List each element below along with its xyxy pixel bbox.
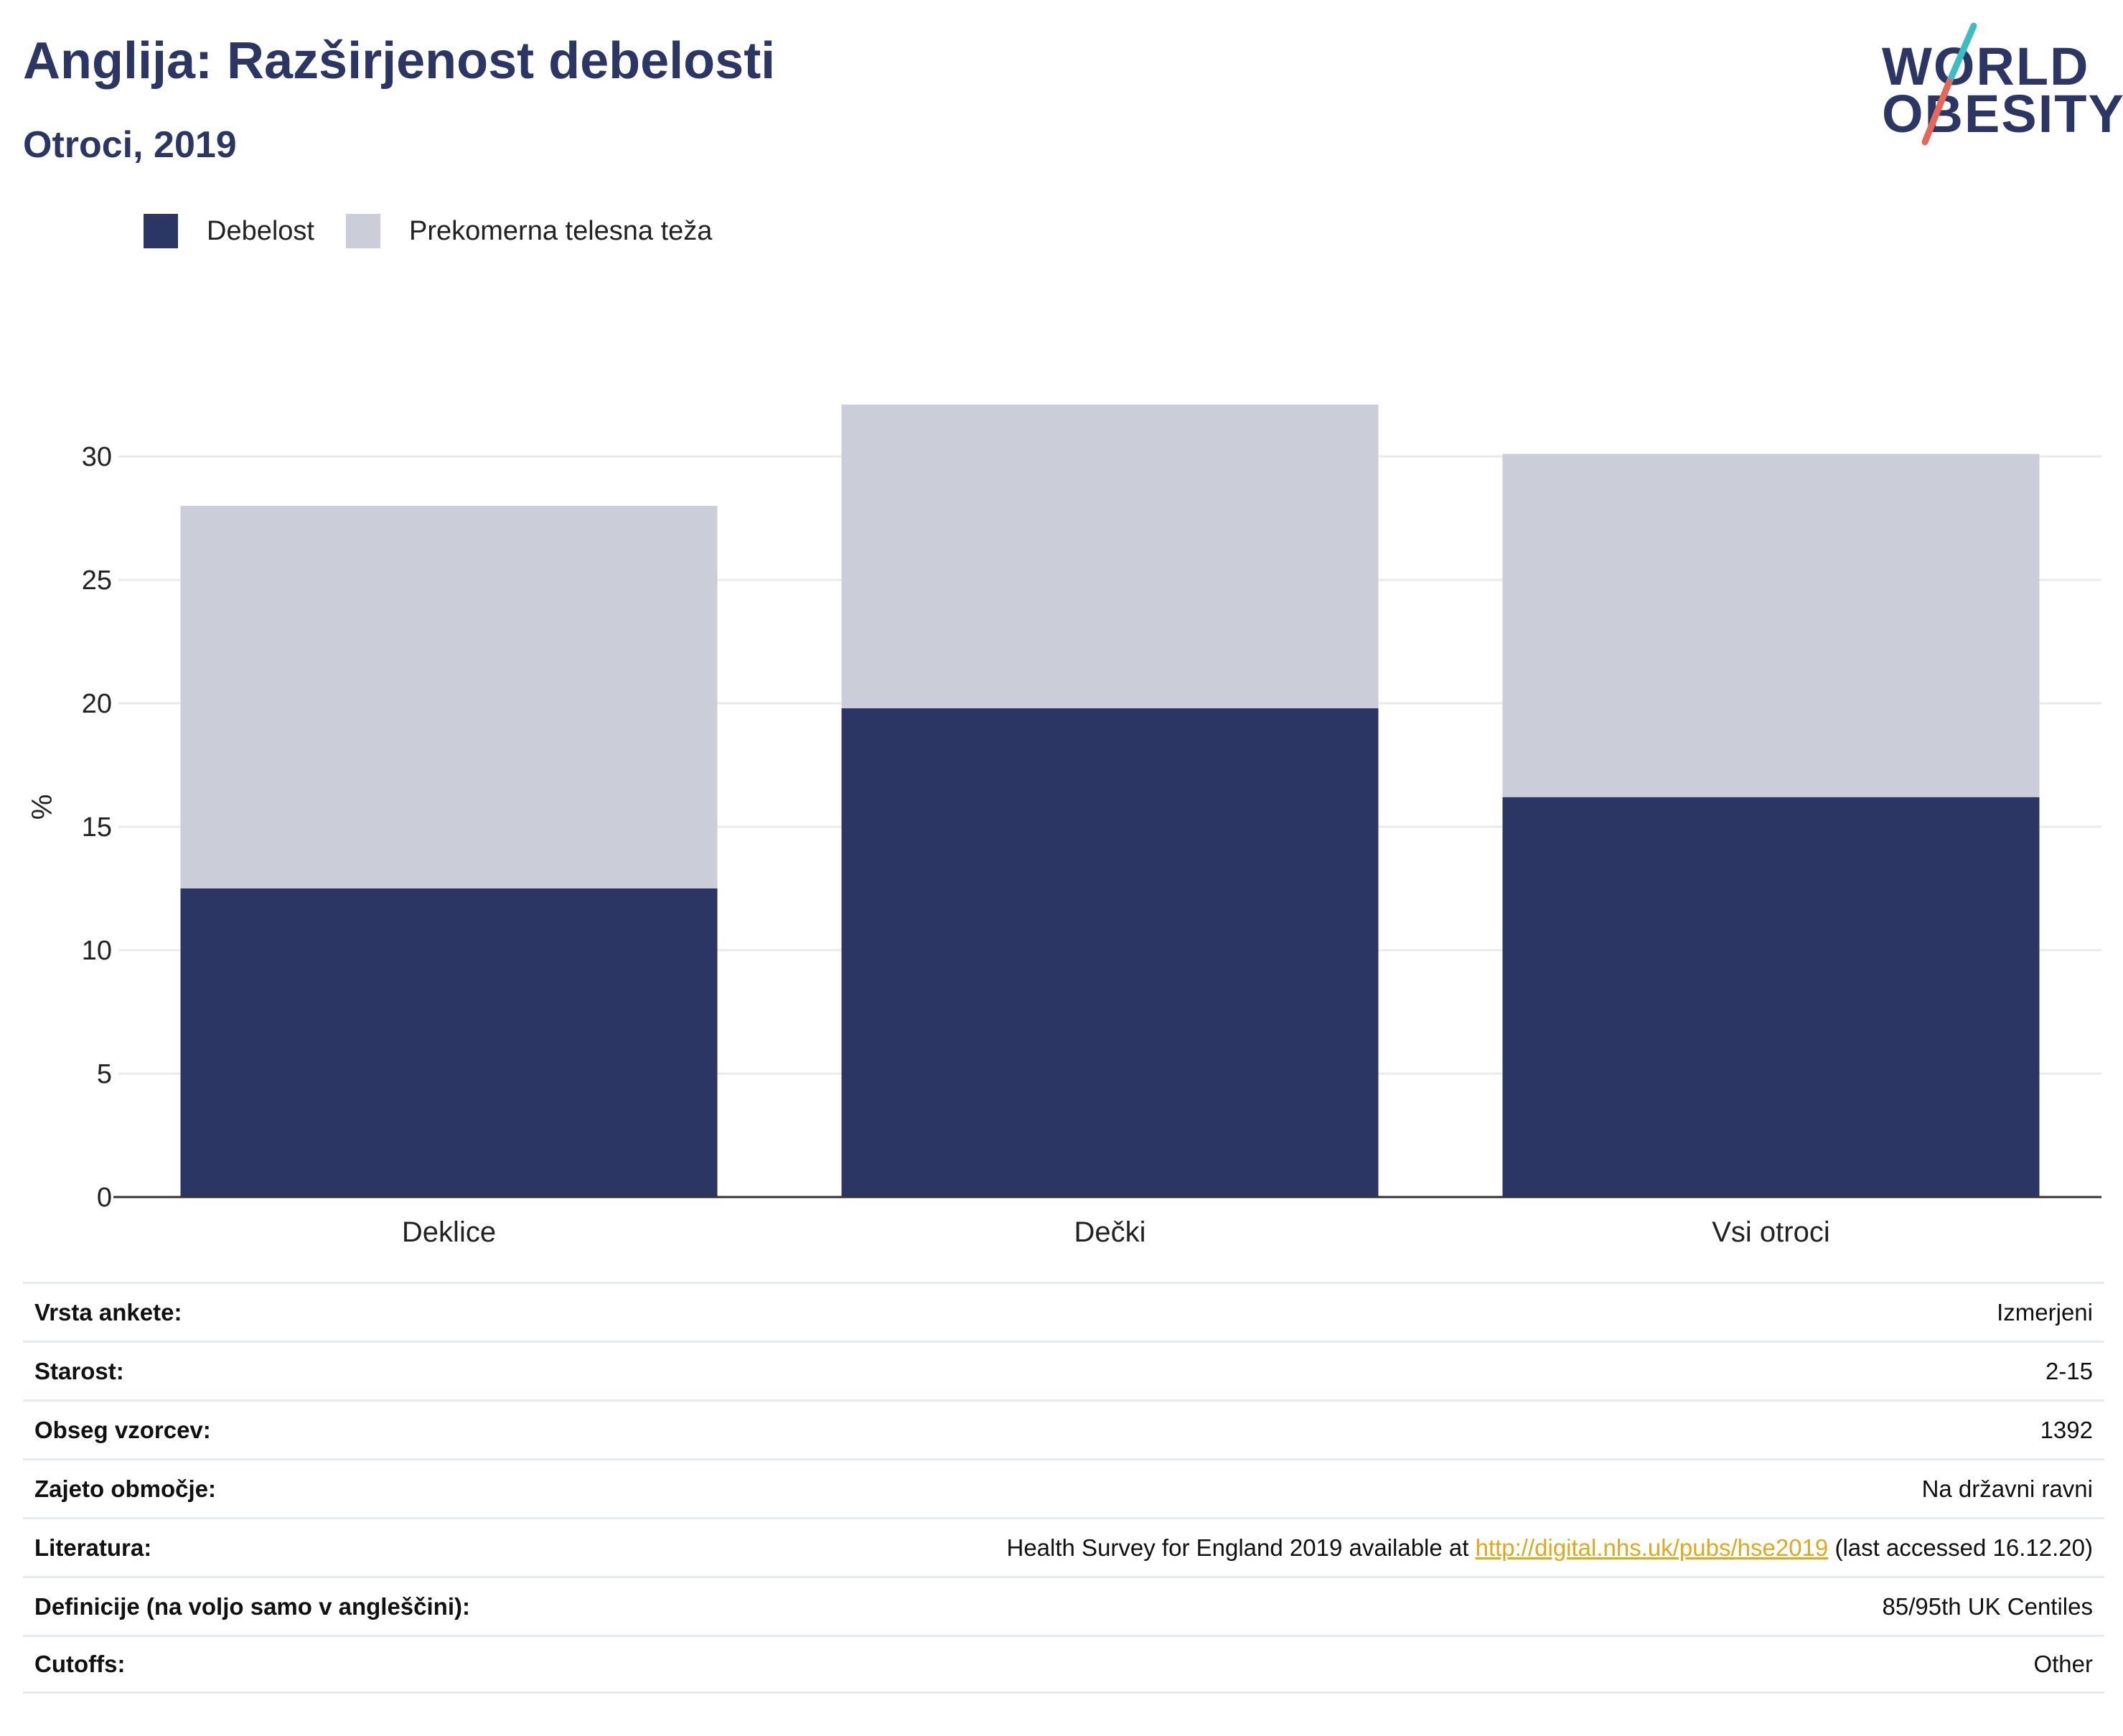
y-tick-label: 0 [97, 1183, 112, 1213]
bar-overweight-0 [180, 505, 718, 888]
survey-info-table: Vrsta ankete: Izmerjeni Starost: 2-15 Ob… [23, 1282, 2104, 1694]
y-axis-label: % [27, 794, 58, 820]
legend-item-overweight[interactable]: Prekomerna telesna teža [345, 214, 713, 248]
y-tick-label: 20 [82, 689, 112, 719]
info-label: Starost: [34, 1357, 124, 1384]
info-value: Other [2033, 1651, 2093, 1677]
legend-label-obesity: Debelost [207, 215, 314, 246]
logo-line-2: OBESITY [1882, 84, 2123, 144]
y-tick-label: 5 [97, 1059, 112, 1089]
bar-obesity-2 [1502, 797, 2040, 1197]
stacked-bar-chart: 0 5 10 15 20 25 30% Deklice Dečki Vsi otroci [27, 404, 2101, 1248]
reference-text-post: (last accessed 16.12.20) [1828, 1534, 2093, 1561]
page-title: Anglija: Razširjenost debelosti [23, 32, 776, 90]
logo-line-1: WORLD [1882, 37, 2090, 96]
legend-swatch-overweight [345, 214, 380, 248]
info-label: Vrsta ankete: [34, 1298, 182, 1326]
reference-link[interactable]: http://digital.nhs.uk/pubs/hse2019 [1475, 1534, 1829, 1561]
bar-obesity-1 [841, 708, 1379, 1197]
info-label: Zajeto območje: [34, 1475, 217, 1502]
info-row-survey-type: Vrsta ankete: Izmerjeni [23, 1282, 2104, 1341]
info-row-sample-size: Obseg vzorcev: 1392 [23, 1399, 2104, 1458]
page-subtitle: Otroci, 2019 [23, 124, 237, 166]
y-tick-label: 15 [82, 812, 112, 843]
reference-text-pre: Health Survey for England 2019 available… [1006, 1534, 1476, 1561]
info-value: Na državni ravni [1921, 1475, 2093, 1502]
x-tick-label: Dečki [1074, 1216, 1145, 1248]
world-obesity-logo: WORLD OBESITY [1873, 20, 2123, 149]
info-label: Cutoffs: [34, 1651, 126, 1677]
chart-legend: Debelost Prekomerna telesna teža [144, 214, 744, 248]
bar-obesity-0 [180, 888, 718, 1197]
y-tick-label: 30 [82, 442, 112, 472]
bar-overweight-1 [841, 404, 1379, 708]
info-value: Izmerjeni [1997, 1298, 2093, 1326]
legend-swatch-obesity [144, 214, 178, 248]
info-row-cutoffs: Cutoffs: Other [23, 1635, 2104, 1694]
info-row-reference: Literatura: Health Survey for England 20… [23, 1517, 2104, 1576]
info-value-reference: Health Survey for England 2019 available… [1007, 1534, 2094, 1562]
y-tick-label: 10 [82, 936, 112, 966]
legend-label-overweight: Prekomerna telesna teža [408, 215, 713, 246]
info-value: 85/95th UK Centiles [1882, 1592, 2093, 1620]
y-tick-label: 25 [82, 566, 112, 596]
info-label: Definicije (na voljo samo v angleščini): [34, 1592, 470, 1620]
info-row-age: Starost: 2-15 [23, 1341, 2104, 1399]
info-label: Obseg vzorcev: [34, 1416, 211, 1443]
info-row-definitions: Definicije (na voljo samo v angleščini):… [23, 1576, 2104, 1635]
x-tick-label: Vsi otroci [1712, 1216, 1830, 1248]
info-value: 1392 [2040, 1416, 2093, 1443]
bar-overweight-2 [1502, 454, 2040, 797]
logo-slash-icon [1921, 22, 1977, 146]
info-label: Literatura: [34, 1534, 152, 1561]
info-value: 2-15 [2045, 1357, 2093, 1384]
x-tick-label: Deklice [402, 1216, 496, 1248]
legend-item-obesity[interactable]: Debelost [144, 214, 314, 248]
info-row-area: Zajeto območje: Na državni ravni [23, 1458, 2104, 1517]
